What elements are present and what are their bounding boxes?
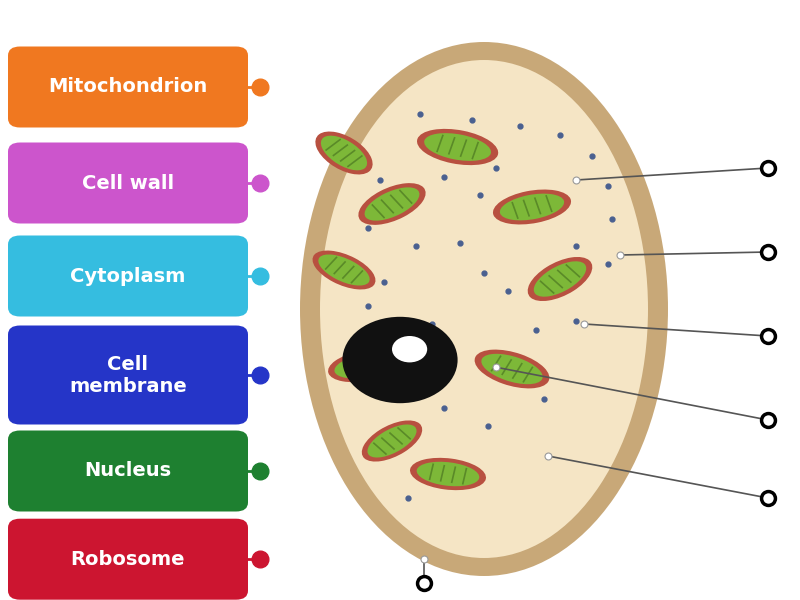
Text: Cell wall: Cell wall	[82, 173, 174, 193]
Ellipse shape	[367, 424, 417, 458]
Ellipse shape	[362, 421, 422, 461]
Ellipse shape	[328, 350, 400, 382]
FancyBboxPatch shape	[8, 235, 248, 317]
Text: Mitochondrion: Mitochondrion	[48, 77, 208, 97]
Text: Cell
membrane: Cell membrane	[69, 355, 187, 395]
Ellipse shape	[528, 257, 592, 301]
Ellipse shape	[318, 254, 370, 286]
Circle shape	[392, 336, 427, 362]
Ellipse shape	[300, 42, 668, 576]
Ellipse shape	[320, 60, 648, 558]
FancyBboxPatch shape	[8, 46, 248, 127]
FancyBboxPatch shape	[8, 430, 248, 511]
Ellipse shape	[410, 458, 486, 490]
Text: Nucleus: Nucleus	[85, 461, 171, 481]
Ellipse shape	[313, 251, 375, 289]
Ellipse shape	[315, 131, 373, 175]
Ellipse shape	[534, 261, 586, 297]
FancyBboxPatch shape	[8, 325, 248, 425]
Ellipse shape	[358, 183, 426, 225]
Text: Robosome: Robosome	[70, 550, 186, 569]
Ellipse shape	[321, 136, 367, 170]
FancyBboxPatch shape	[8, 142, 248, 224]
Ellipse shape	[493, 190, 571, 224]
Text: Cytoplasm: Cytoplasm	[70, 266, 186, 286]
Circle shape	[342, 317, 458, 403]
Ellipse shape	[417, 129, 498, 165]
Ellipse shape	[500, 194, 564, 220]
Ellipse shape	[334, 353, 394, 379]
Ellipse shape	[417, 462, 479, 486]
Ellipse shape	[424, 133, 491, 161]
Ellipse shape	[474, 350, 550, 388]
Ellipse shape	[365, 187, 419, 221]
FancyBboxPatch shape	[8, 518, 248, 600]
Ellipse shape	[482, 354, 542, 384]
